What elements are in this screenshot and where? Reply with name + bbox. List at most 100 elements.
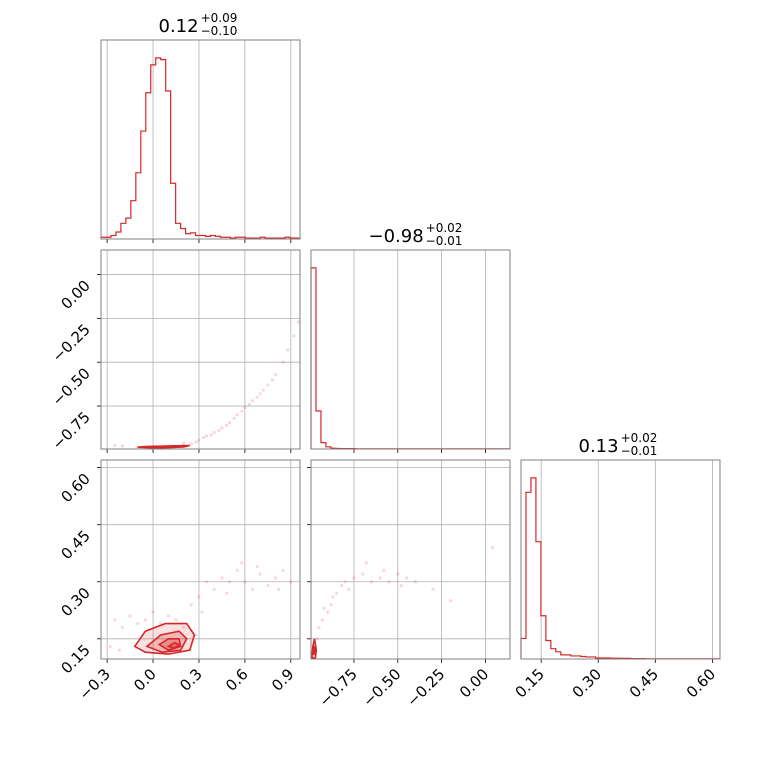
sample-point — [292, 334, 296, 338]
density-contour — [166, 641, 181, 650]
x-tick-label: −0.50 — [359, 665, 404, 710]
sample-point — [378, 576, 382, 580]
sample-point — [258, 572, 262, 576]
x-tick-label: −0.25 — [403, 665, 448, 710]
x-tick-label: 0.15 — [512, 665, 548, 701]
x-tick-label: 0.3 — [176, 665, 206, 695]
x-tick-label: −0.3 — [75, 665, 113, 703]
histogram-panel-p2 — [310, 249, 511, 450]
panel-frame-p1-p2 — [100, 249, 301, 450]
sample-point — [197, 595, 201, 599]
sample-point — [399, 583, 403, 588]
sample-point — [281, 568, 285, 572]
sample-point — [326, 610, 330, 614]
sample-point — [286, 348, 290, 352]
sample-point — [258, 392, 262, 396]
histogram-panel-p3 — [520, 459, 721, 660]
x-tick-label: 0.0 — [130, 665, 160, 695]
sample-point — [224, 591, 229, 595]
sample-point — [200, 610, 204, 614]
sample-point — [343, 580, 347, 584]
y-tick-label: 0.45 — [57, 527, 93, 563]
sample-point — [315, 637, 319, 641]
sample-point — [240, 409, 244, 413]
sample-point — [361, 572, 365, 576]
panel-frame-p2-p3 — [310, 459, 511, 660]
sample-point — [255, 564, 259, 569]
sample-point — [189, 602, 193, 607]
sample-point — [250, 587, 255, 591]
y-tick-label: 0.30 — [57, 584, 93, 620]
x-tick-label: 0.6 — [222, 665, 252, 695]
sample-point — [120, 444, 125, 448]
sample-point — [396, 572, 400, 576]
sample-point — [201, 436, 206, 440]
sample-point — [151, 610, 155, 614]
sample-point — [255, 395, 259, 399]
sample-point — [331, 595, 335, 599]
sample-point — [143, 618, 147, 622]
title-lower-error: −0.10 — [201, 24, 238, 38]
sample-point — [166, 614, 170, 618]
sample-point — [217, 428, 221, 433]
sample-point — [387, 580, 391, 584]
sample-point — [352, 576, 356, 580]
sample-point — [227, 580, 232, 584]
panel-frame-p1-p3 — [100, 459, 301, 660]
sample-point — [224, 423, 229, 427]
x-tick-label: 0.60 — [683, 665, 719, 701]
sample-point — [347, 587, 351, 591]
y-tick-label: 0.00 — [57, 277, 93, 313]
sample-point — [490, 545, 495, 550]
sample-point — [209, 433, 213, 437]
sample-point — [174, 618, 178, 622]
sample-point — [220, 576, 224, 580]
sample-point — [296, 320, 300, 324]
sample-point — [247, 402, 252, 406]
panel-p2-p3 — [311, 545, 495, 659]
histogram-title-p1: 0.12 — [159, 16, 199, 37]
sample-point — [270, 378, 275, 382]
x-tick-label: 0.00 — [456, 665, 492, 701]
sample-point — [261, 388, 265, 392]
sample-point — [194, 440, 198, 444]
histogram-p1 — [100, 57, 301, 239]
title-upper-error: +0.02 — [621, 431, 658, 445]
histogram-p3 — [520, 477, 721, 660]
panel-p1-p3 — [108, 561, 293, 655]
x-tick-label: 0.30 — [569, 665, 605, 701]
histogram-p2 — [310, 267, 511, 450]
sample-point — [232, 416, 236, 420]
sample-point — [329, 602, 333, 607]
sample-point — [340, 583, 344, 588]
sample-point — [189, 442, 193, 446]
sample-point — [235, 413, 239, 417]
sample-point — [120, 625, 125, 630]
sample-point — [266, 383, 270, 387]
sample-point — [205, 434, 209, 438]
title-lower-error: −0.01 — [426, 234, 463, 248]
sample-point — [382, 568, 386, 572]
sample-point — [322, 606, 326, 610]
histogram-panel-p1 — [100, 39, 301, 240]
x-tick-label: 0.9 — [268, 665, 298, 695]
density-contour — [146, 445, 183, 449]
sample-point — [182, 625, 186, 630]
sample-point — [413, 580, 417, 584]
sample-point — [194, 633, 198, 637]
sample-point — [117, 648, 121, 652]
sample-point — [334, 591, 339, 595]
y-tick-label: −0.75 — [49, 408, 94, 453]
sample-point — [113, 618, 117, 622]
histogram-title-p2: −0.98 — [369, 226, 424, 247]
sample-point — [404, 576, 409, 580]
sample-point — [364, 561, 368, 565]
sample-point — [243, 406, 247, 410]
sample-point — [289, 580, 293, 584]
title-lower-error: −0.01 — [621, 444, 658, 458]
title-upper-error: +0.09 — [201, 11, 238, 25]
sample-point — [273, 372, 278, 377]
sample-point — [276, 587, 281, 591]
sample-point — [240, 561, 244, 565]
sample-point — [281, 360, 285, 364]
